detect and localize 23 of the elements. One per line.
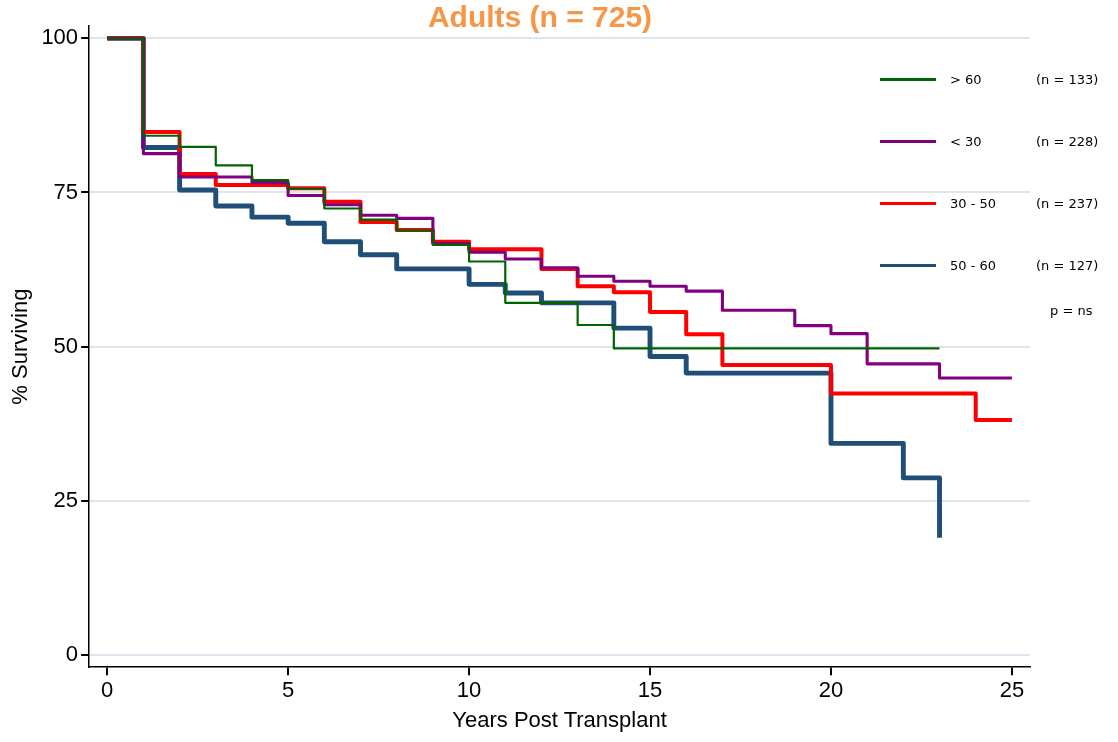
legend-label: 50 - 60: [950, 257, 998, 273]
legend-label: > 60: [950, 71, 983, 87]
x-tick-label: 0: [101, 677, 114, 703]
text: (n = 133): [1036, 71, 1099, 87]
x-tick-label: 15: [637, 677, 663, 703]
y-tick-label: 50: [53, 332, 79, 358]
x-tick-label: 10: [456, 677, 482, 703]
y-tick-label: 0: [65, 640, 79, 666]
y-tick-label: 75: [53, 178, 79, 204]
x-tick-label: 5: [282, 677, 295, 703]
text: (n = 127): [1036, 257, 1099, 273]
y-tick-label: 25: [53, 486, 79, 512]
y-axis-title: % Surviving: [7, 288, 33, 405]
x-tick-label: 25: [999, 677, 1025, 703]
legend-label: 30 - 50: [950, 195, 998, 211]
chart-title: Adults (n = 725): [427, 0, 653, 33]
x-axis-title: Years Post Transplant: [452, 706, 667, 732]
text: (n = 237): [1036, 195, 1099, 211]
x-tick-label: 20: [818, 677, 844, 703]
legend-label: < 30: [950, 133, 983, 149]
text: p = ns: [1049, 302, 1094, 320]
y-tick-label: 100: [41, 24, 79, 50]
text: (n = 228): [1036, 133, 1099, 149]
